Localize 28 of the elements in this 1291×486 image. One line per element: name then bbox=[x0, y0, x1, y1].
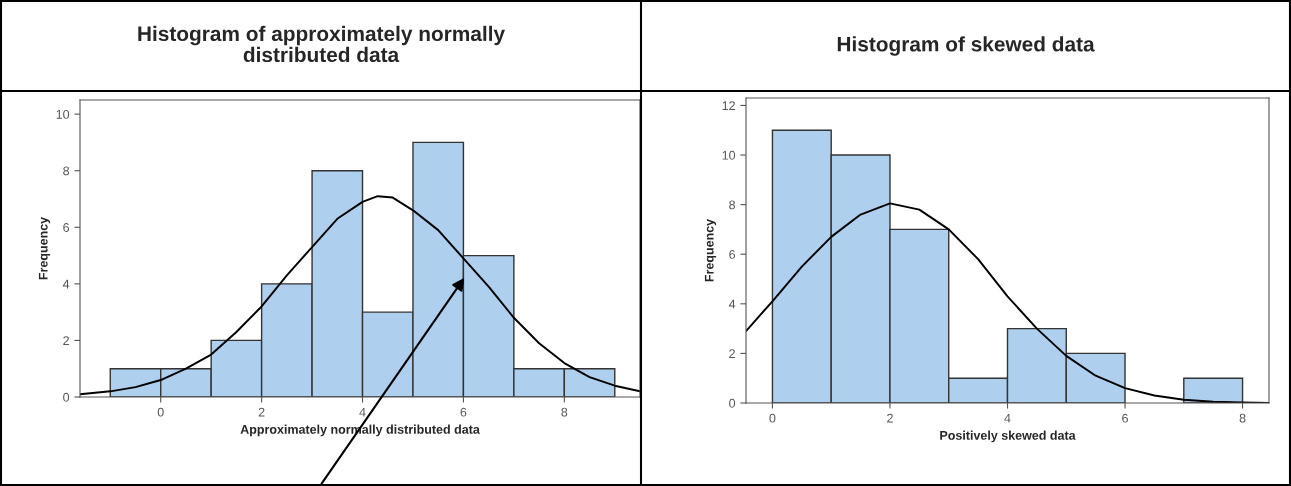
y-tick-label: 6 bbox=[729, 250, 736, 259]
x-axis-title: Positively skewed data bbox=[940, 430, 1076, 443]
y-tick-label: 8 bbox=[729, 200, 736, 210]
y-tick-label: 10 bbox=[722, 150, 736, 160]
y-axis-title: Frequency bbox=[704, 218, 717, 282]
x-tick-label: 4 bbox=[1004, 413, 1011, 423]
y-axis-title: Frequency bbox=[38, 216, 51, 280]
y-tick-label: 10 bbox=[56, 109, 70, 119]
y-tick-label: 4 bbox=[728, 299, 736, 309]
y-tick-label: 2 bbox=[63, 336, 69, 345]
y-tick-label: 2 bbox=[729, 349, 735, 358]
x-tick-label: 2 bbox=[887, 413, 893, 423]
y-tick-label: 0 bbox=[729, 398, 736, 408]
x-tick-label: 6 bbox=[460, 407, 467, 417]
x-tick-label: 8 bbox=[1239, 413, 1246, 423]
x-tick-label: 4 bbox=[359, 407, 366, 417]
y-tick-label: 8 bbox=[63, 166, 70, 176]
y-tick-label: 12 bbox=[722, 101, 735, 110]
x-tick-label: 6 bbox=[1122, 413, 1128, 423]
x-tick-label: 2 bbox=[258, 407, 265, 417]
chart-title: Histogram of approximately normally distributed data bbox=[138, 25, 505, 63]
x-tick-label: 0 bbox=[769, 413, 776, 423]
chart-title: Histogram of skewed data bbox=[837, 36, 1095, 56]
x-tick-label: 0 bbox=[157, 407, 164, 417]
x-tick-label: 8 bbox=[561, 407, 568, 417]
y-tick-label: 4 bbox=[62, 279, 70, 289]
y-tick-label: 0 bbox=[63, 392, 70, 402]
y-tick-label: 6 bbox=[63, 223, 70, 232]
